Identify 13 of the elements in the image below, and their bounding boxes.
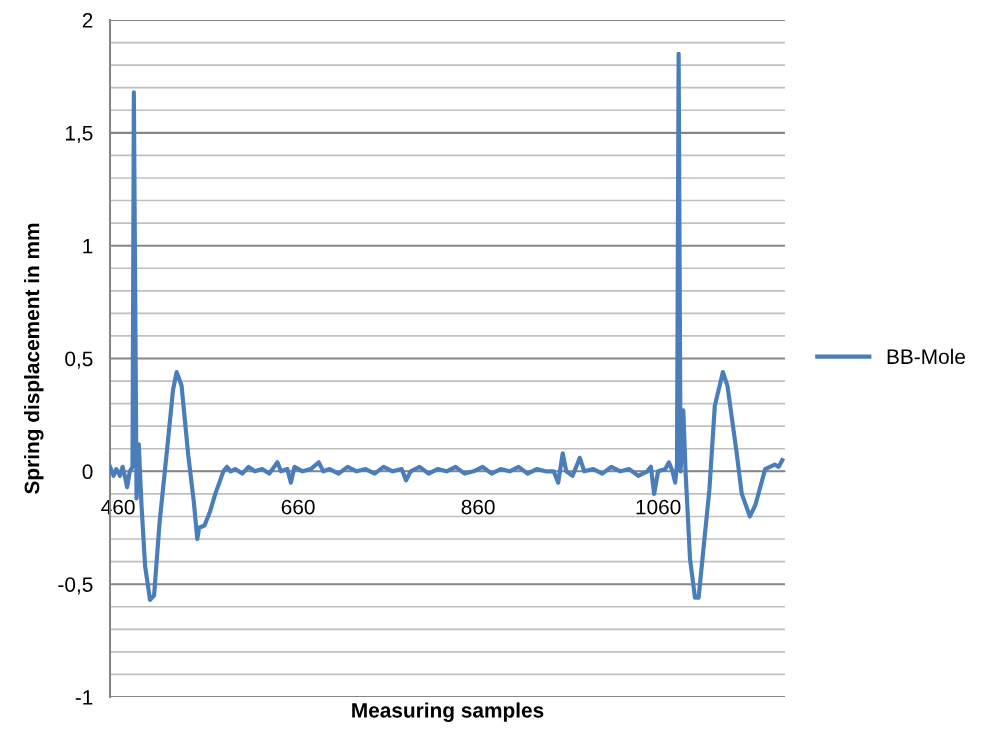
- y-tick-label: 0: [82, 464, 93, 480]
- legend-label: BB-Mole: [887, 348, 965, 365]
- y-tick-label: 0,5: [65, 351, 93, 369]
- y-tick-label: 1,5: [65, 126, 93, 144]
- x-axis-title: Measuring samples: [352, 702, 544, 722]
- x-tick-label: 1060: [636, 499, 681, 515]
- y-tick-label: 1: [83, 238, 93, 254]
- y-axis-title: Spring displacement in mm: [24, 223, 44, 494]
- x-tick-label: 660: [281, 499, 315, 515]
- y-tick-label: -1: [75, 690, 93, 705]
- y-tick-label: 2: [82, 13, 93, 28]
- x-tick-label: 860: [461, 499, 495, 515]
- y-tick-label: -0,5: [58, 577, 93, 595]
